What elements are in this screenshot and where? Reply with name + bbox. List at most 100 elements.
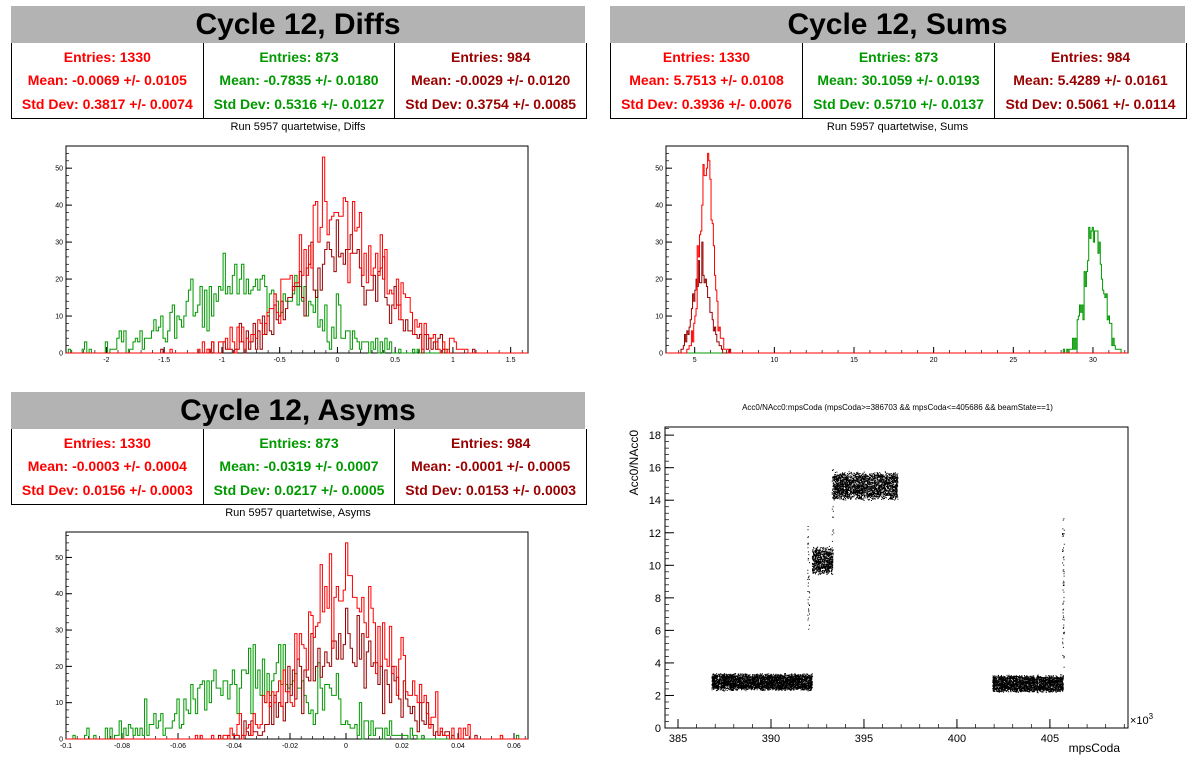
asyms-stats-box: Entries: 1330 Mean: -0.0003 +/- 0.0004 S… [11, 429, 587, 505]
histogram-series-red [66, 156, 528, 354]
sums-stats-box: Entries: 1330 Mean: 5.7513 +/- 0.0108 St… [610, 43, 1187, 119]
y-tick-label: 4 [655, 658, 661, 670]
x-tick-label: -0.1 [60, 743, 72, 750]
histogram-series-green [66, 252, 528, 354]
stat-mean: Mean: 5.4289 +/- 0.0161 [1013, 72, 1168, 89]
x-tick-label: -1.5 [158, 357, 170, 364]
x-tick-label: 390 [762, 733, 780, 745]
y-tick-label: 50 [655, 166, 663, 173]
stat-mean: Mean: 30.1059 +/- 0.0193 [817, 72, 980, 89]
y-tick-label: 20 [55, 277, 63, 284]
stat-entries: Entries: 873 [259, 48, 339, 65]
y-tick-label: 0 [59, 737, 63, 744]
x-tick-label: -0.08 [114, 743, 130, 750]
stat-std: Std Dev: 0.3817 +/- 0.0074 [21, 96, 193, 113]
y-tick-label: 14 [649, 495, 661, 507]
stat-entries: Entries: 984 [450, 48, 531, 65]
y-tick-label: 30 [655, 240, 663, 247]
y-tick-label: 10 [55, 700, 63, 707]
x-tick-label: -0.04 [226, 743, 242, 750]
y-tick-label: 0 [59, 351, 63, 358]
stat-std: Std Dev: 0.0217 +/- 0.0005 [213, 482, 385, 499]
x-tick-label: -2 [103, 357, 109, 364]
x-tick-label: 405 [1041, 733, 1059, 745]
sums-stats-green: Entries: 873 Mean: 30.1059 +/- 0.0193 St… [802, 43, 994, 118]
x-tick-label: 20 [930, 357, 938, 364]
asyms-stats-green: Entries: 873 Mean: -0.0319 +/- 0.0007 St… [202, 429, 395, 504]
y-tick-label: 30 [55, 240, 63, 247]
sums-title: Cycle 12, Sums [610, 6, 1185, 43]
plot-frame [665, 145, 1129, 354]
diffs-title: Cycle 12, Diffs [11, 6, 585, 43]
diffs-stats-red: Entries: 1330 Mean: -0.0069 +/- 0.0105 S… [12, 43, 203, 118]
plot-frame [664, 426, 1129, 729]
x-tick-label: 385 [669, 733, 687, 745]
stat-entries: Entries: 1330 [662, 48, 751, 65]
x-tick-label: -0.06 [170, 743, 186, 750]
asyms-stats-darkred: Entries: 984 Mean: -0.0001 +/- 0.0005 St… [394, 429, 586, 504]
x-tick-label: -1 [219, 357, 225, 364]
y-tick-label: 18 [649, 430, 661, 442]
x-tick-label: 0 [335, 357, 339, 364]
diffs-stats-darkred: Entries: 984 Mean: -0.0029 +/- 0.0120 St… [394, 43, 586, 118]
x-tick-label: 5 [693, 357, 697, 364]
histogram-series-red [666, 152, 1128, 354]
y-tick-label: 30 [55, 628, 63, 635]
diffs-stats-green: Entries: 873 Mean: -0.7835 +/- 0.0180 St… [202, 43, 395, 118]
stat-std: Std Dev: 0.3754 +/- 0.0085 [405, 96, 577, 113]
stat-std: Std Dev: 0.5061 +/- 0.0114 [1005, 96, 1176, 113]
sums-stats-darkred: Entries: 984 Mean: 5.4289 +/- 0.0161 Std… [994, 43, 1186, 118]
x-tick-label: 0 [344, 743, 348, 750]
x-tick-label: 0.02 [395, 743, 409, 750]
y-tick-label: 6 [655, 625, 661, 637]
x-tick-label: 0.5 [390, 357, 400, 364]
stat-mean: Mean: -0.0001 +/- 0.0005 [411, 458, 571, 475]
y-tick-label: 50 [55, 166, 63, 173]
x-tick-label: 1.5 [506, 357, 516, 364]
histogram-series-green [66, 644, 528, 740]
y-tick-label: 10 [55, 314, 63, 321]
stat-entries: Entries: 1330 [63, 48, 151, 65]
histogram-series-red [66, 542, 528, 740]
stat-mean: Mean: 5.7513 +/- 0.0108 [629, 72, 784, 89]
stat-mean: Mean: -0.0029 +/- 0.0120 [411, 72, 571, 89]
scatter-xlabel: mpsCoda [1069, 741, 1121, 755]
y-tick-label: 2 [655, 690, 661, 702]
stat-entries: Entries: 873 [858, 48, 939, 65]
sums-histogram: 5 10 15 20 25 30 0 10 20 30 40 50 [655, 145, 1129, 364]
stat-entries: Entries: 1330 [63, 434, 151, 451]
y-tick-label: 40 [55, 591, 63, 598]
x-tick-label: 1 [451, 357, 455, 364]
stat-std: Std Dev: 0.0153 +/- 0.0003 [405, 482, 577, 499]
x-tick-label: 395 [855, 733, 873, 745]
stat-entries: Entries: 984 [1050, 48, 1131, 65]
stat-mean: Mean: -0.0319 +/- 0.0007 [219, 458, 379, 475]
scatter-plot: 385 390 395 400 405 0 2 4 6 8 10 12 14 16 18 [649, 426, 1129, 745]
y-tick-label: 40 [55, 203, 63, 210]
scatter-x-exponent: ×103 [1130, 712, 1154, 727]
x-tick-label: 0.04 [451, 743, 465, 750]
histogram-series-darkred [66, 219, 528, 354]
y-tick-label: 20 [655, 277, 663, 284]
y-tick-label: 40 [655, 203, 663, 210]
stat-mean: Mean: -0.7835 +/- 0.0180 [219, 72, 379, 89]
histogram-series-green [666, 226, 1128, 354]
stat-mean: Mean: -0.0069 +/- 0.0105 [27, 72, 187, 89]
asyms-histogram: -0.1 -0.08 -0.06 -0.04 -0.02 0 0.02 0.04 0.06 0 10… [55, 531, 529, 750]
x-tick-label: 0.06 [507, 743, 521, 750]
stat-std: Std Dev: 0.5710 +/- 0.0137 [813, 96, 984, 113]
asyms-subtitle: Run 5957 quartetwise, Asyms [225, 507, 371, 519]
scatter-ylabel: Acc0/NAcc0 [627, 430, 641, 496]
y-tick-label: 0 [655, 723, 661, 735]
x-tick-label: 10 [770, 357, 778, 364]
x-tick-label: 15 [850, 357, 858, 364]
diffs-stats-box: Entries: 1330 Mean: -0.0069 +/- 0.0105 S… [11, 43, 587, 119]
y-tick-label: 8 [655, 593, 661, 605]
asyms-stats-red: Entries: 1330 Mean: -0.0003 +/- 0.0004 S… [12, 429, 203, 504]
y-tick-label: 16 [649, 463, 661, 475]
histogram-series-darkred [66, 607, 528, 740]
x-tick-label: -0.5 [274, 357, 286, 364]
y-tick-label: 10 [655, 314, 663, 321]
y-tick-label: 20 [55, 664, 63, 671]
